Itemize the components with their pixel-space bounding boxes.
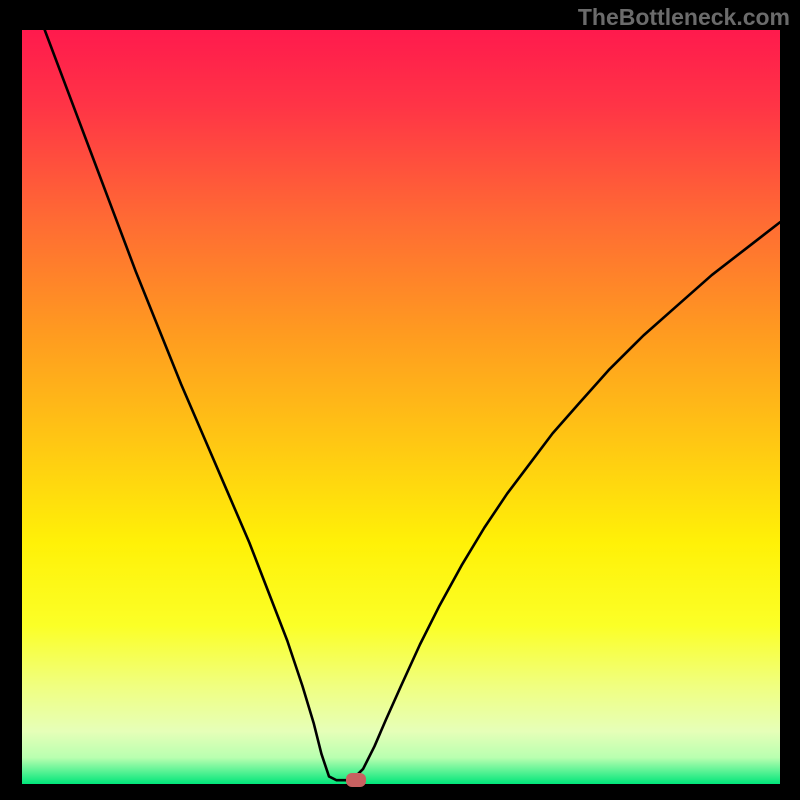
chart-curve-svg <box>22 30 780 784</box>
optimal-point-marker <box>346 773 366 787</box>
bottleneck-curve <box>45 30 780 780</box>
chart-plot-area <box>22 30 780 784</box>
watermark-text: TheBottleneck.com <box>578 4 790 31</box>
